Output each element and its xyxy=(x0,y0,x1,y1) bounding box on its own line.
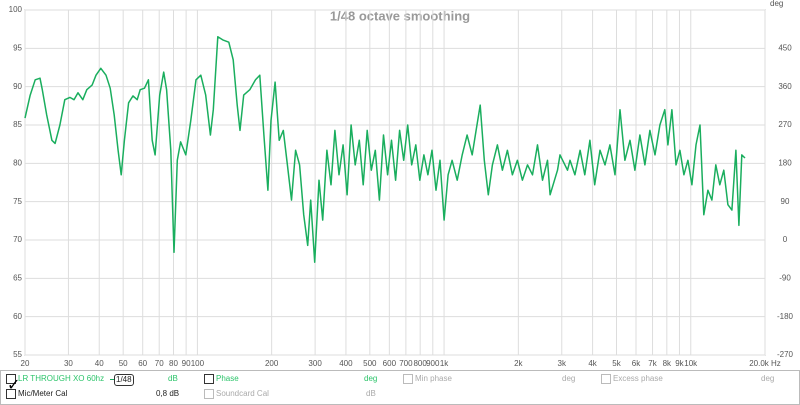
x-tick-label: 3k xyxy=(558,359,567,368)
x-tick-label: 90 xyxy=(182,359,191,368)
y-tick-label: 70 xyxy=(13,235,22,244)
series-line xyxy=(24,36,746,263)
y-tick-label: 80 xyxy=(13,158,22,167)
series-name[interactable]: LR THROUGH XO 60hz xyxy=(18,374,105,383)
x-tick-label: 200 xyxy=(265,359,279,368)
unit: dB xyxy=(366,389,376,398)
x-tick-label: 6k xyxy=(632,359,641,368)
x-tick-label: 10k xyxy=(684,359,698,368)
y2-tick-label: -180 xyxy=(777,312,794,321)
y2-tick-label: 450 xyxy=(778,43,792,52)
x-tick-label: 2k xyxy=(514,359,523,368)
y-tick-label: 95 xyxy=(13,43,22,52)
x-tick-label: 500 xyxy=(363,359,377,368)
x-tick-label: 300 xyxy=(308,359,322,368)
y2-unit: deg xyxy=(770,0,783,8)
x-tick-label: 20 xyxy=(21,359,30,368)
x-tick-label: 900 xyxy=(426,359,440,368)
checkbox xyxy=(403,374,413,384)
y-tick-label: 75 xyxy=(13,197,22,206)
x-tick-label: 700 xyxy=(399,359,413,368)
checkbox[interactable] xyxy=(204,374,214,384)
x-tick-label: 600 xyxy=(383,359,397,368)
x-tick-label: 4k xyxy=(588,359,597,368)
x-tick-label: 5k xyxy=(612,359,621,368)
smoothing[interactable]: 1/48 xyxy=(114,374,134,386)
plot-frame xyxy=(24,9,766,356)
x-tick-label: 40 xyxy=(95,359,104,368)
unit: deg xyxy=(364,374,378,383)
y-tick-label: 55 xyxy=(13,350,22,359)
mic-cal-value: 0,8 dB xyxy=(156,389,180,398)
chart-title: 1/48 octave smoothing xyxy=(330,8,470,23)
y2-tick-label: 90 xyxy=(781,197,790,206)
y2-tick-label: -270 xyxy=(777,350,794,359)
y-tick-label: 65 xyxy=(13,273,22,282)
chart: 1/48 octave smoothing deg 20 30 40 50 60 70 80… xyxy=(9,0,794,368)
x-tick-label: 20.0k Hz xyxy=(749,359,781,368)
x-tick-label: 800 xyxy=(413,359,427,368)
phase-label[interactable]: Phase xyxy=(216,374,239,383)
y-tick-label: 85 xyxy=(13,120,22,129)
x-tick-label: 100 xyxy=(191,359,205,368)
x-tick-label: 60 xyxy=(138,359,147,368)
checkbox[interactable] xyxy=(6,389,16,399)
x-tick-label: 50 xyxy=(119,359,128,368)
y-tick-label: 90 xyxy=(13,82,22,91)
x-tick-label: 7k xyxy=(648,359,657,368)
y2-tick-label: 180 xyxy=(778,158,792,167)
y2-tick-label: 270 xyxy=(778,120,792,129)
checkbox xyxy=(204,389,214,399)
excess-phase-label: Excess phase xyxy=(613,374,663,383)
x-tick-label: 80 xyxy=(169,359,178,368)
y-tick-label: 100 xyxy=(9,5,23,14)
mic-cal-label[interactable]: Mic/Meter Cal xyxy=(18,389,68,398)
y2-tick-label: 360 xyxy=(778,82,792,91)
x-tick-label: 8k xyxy=(663,359,672,368)
x-tick-label: 1k xyxy=(440,359,449,368)
unit: deg xyxy=(761,374,775,383)
min-phase-label: Min phase xyxy=(415,374,452,383)
x-tick-label: 400 xyxy=(339,359,353,368)
x-tick-label: 9k xyxy=(675,359,684,368)
soundcard-cal-label: Soundcard Cal xyxy=(216,389,269,398)
unit: dB xyxy=(168,374,178,383)
y2-tick-label: 0 xyxy=(783,235,788,244)
checkbox xyxy=(601,374,611,384)
y2-tick-label: -90 xyxy=(779,273,791,282)
y-tick-label: 60 xyxy=(13,312,22,321)
x-tick-label: 30 xyxy=(64,359,73,368)
checkbox[interactable]: ✓ xyxy=(6,374,20,394)
unit: deg xyxy=(562,374,576,383)
x-tick-label: 70 xyxy=(155,359,164,368)
